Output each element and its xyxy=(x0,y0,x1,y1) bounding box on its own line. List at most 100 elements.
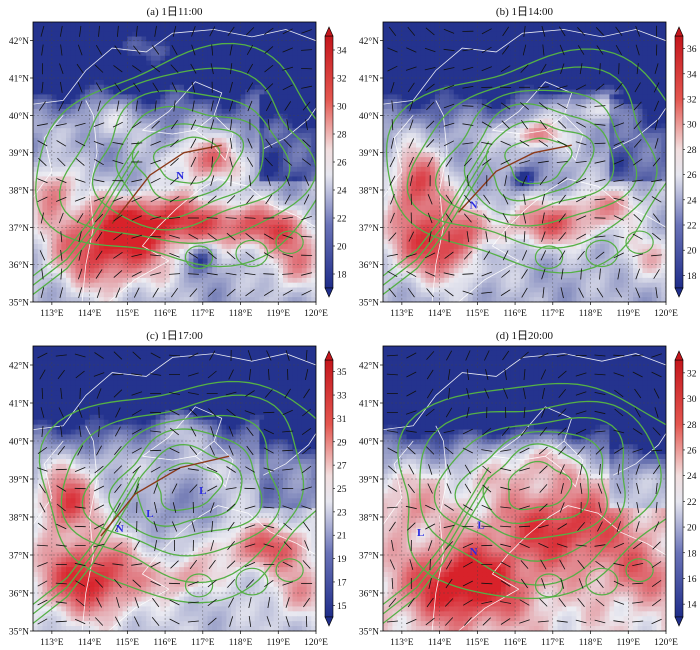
lon-tick-label-a: 120°E xyxy=(304,308,328,319)
panel-title-d: (d) 1日20:00 xyxy=(496,330,554,342)
colorbar-tick-label-a: 26 xyxy=(337,159,347,169)
center-marker-d-2: N xyxy=(470,546,478,558)
lat-tick-label-a: 35°N xyxy=(9,298,29,309)
lon-tick-label-a: 114°E xyxy=(78,308,102,319)
ridge-line-c xyxy=(100,455,230,537)
lat-tick-label-c: 40°N xyxy=(9,437,29,448)
map-frame-d xyxy=(382,345,667,632)
colorbar-tick-label-b: 24 xyxy=(687,196,697,206)
wind-vectors-a xyxy=(36,25,313,299)
lat-tick-label-c: 38°N xyxy=(9,513,29,524)
isolines-a xyxy=(33,42,316,296)
colorbar-tick-label-b: 30 xyxy=(687,121,697,131)
colorbar-tick-label-d: 14 xyxy=(687,601,697,611)
wind-vectors-c xyxy=(36,349,313,628)
lon-tick-label-a: 115°E xyxy=(116,308,140,319)
map-panel-d: (d) 1日20:00 L L N 113°E 114°E 115°E 116°E 117°E 1… xyxy=(359,330,697,648)
lon-tick-label-c: 113°E xyxy=(40,637,64,648)
lon-tick-label-c: 120°E xyxy=(304,637,328,648)
wind-vectors-b xyxy=(386,25,663,299)
lat-tick-label-b: 36°N xyxy=(359,260,379,271)
colorbar-tick-label-c: 31 xyxy=(337,415,347,425)
lat-tick-label-c: 35°N xyxy=(9,627,29,638)
colorbar-tick-label-d: 16 xyxy=(687,575,697,585)
colorbar-a: 34 32 30 28 26 24 22 20 18 xyxy=(324,26,347,298)
colorbar-tick-label-b: 20 xyxy=(687,247,697,257)
lat-tick-label-b: 35°N xyxy=(359,298,379,309)
lon-tick-label-a: 117°E xyxy=(191,308,215,319)
lat-tick-label-a: 37°N xyxy=(9,223,29,234)
ridge-line-b xyxy=(457,144,572,213)
colorbar-tick-label-b: 28 xyxy=(687,146,697,156)
colorbar-tick-label-c: 17 xyxy=(337,578,347,588)
colorbar-tick-label-a: 20 xyxy=(337,243,347,253)
lat-tick-label-a: 39°N xyxy=(9,148,29,159)
lon-tick-label-a: 119°E xyxy=(267,308,291,319)
lon-tick-label-b: 115°E xyxy=(466,308,490,319)
lon-tick-label-a: 113°E xyxy=(40,308,64,319)
map-panel-a: (a) 1日11:00 N 113°E 114°E 115°E 116°E 117°E 118… xyxy=(9,6,347,319)
lon-tick-label-c: 116°E xyxy=(153,637,177,648)
colorbar-tick-label-c: 15 xyxy=(337,602,347,612)
lat-tick-label-c: 39°N xyxy=(9,475,29,486)
colorbar-tick-label-a: 18 xyxy=(337,271,347,281)
lat-tick-label-d: 39°N xyxy=(359,475,379,486)
map-field-a: N xyxy=(33,22,316,302)
lat-tick-label-c: 36°N xyxy=(9,589,29,600)
colorbar-tick-label-d: 26 xyxy=(687,446,697,456)
lon-tick-label-b: 118°E xyxy=(579,308,603,319)
lon-tick-label-c: 115°E xyxy=(116,637,140,648)
map-field-b: NL xyxy=(383,22,666,302)
lon-tick-label-d: 116°E xyxy=(503,637,527,648)
province-borders-b xyxy=(383,29,666,302)
lon-tick-label-d: 115°E xyxy=(466,637,490,648)
lon-tick-label-d: 113°E xyxy=(390,637,414,648)
lon-tick-label-b: 116°E xyxy=(503,308,527,319)
center-marker-d-1: L xyxy=(477,519,484,531)
center-marker-c-1: L xyxy=(146,508,153,520)
lat-tick-label-c: 37°N xyxy=(9,551,29,562)
colorbar-tick-label-c: 29 xyxy=(337,438,347,448)
graticule-c xyxy=(33,346,316,631)
lat-tick-label-b: 38°N xyxy=(359,186,379,197)
lat-tick-label-d: 40°N xyxy=(359,437,379,448)
center-marker-b-1: L xyxy=(526,174,533,186)
lon-tick-label-c: 118°E xyxy=(229,637,253,648)
panel-title-c: (c) 1日17:00 xyxy=(146,330,203,342)
colorbar-tick-label-c: 19 xyxy=(337,555,347,565)
colorbar-tick-label-a: 30 xyxy=(337,103,347,113)
colorbar-tick-label-b: 34 xyxy=(687,70,697,80)
lon-tick-label-a: 118°E xyxy=(229,308,253,319)
lat-tick-label-d: 38°N xyxy=(359,513,379,524)
lat-tick-label-a: 36°N xyxy=(9,260,29,271)
colorbar-tick-label-b: 22 xyxy=(687,222,697,232)
lon-tick-label-d: 117°E xyxy=(541,637,565,648)
colorbar-tick-label-c: 23 xyxy=(337,508,347,518)
isolines-c xyxy=(33,380,316,624)
colorbar-c: 35 33 31 29 27 25 23 21 19 17 15 xyxy=(324,350,347,627)
lon-tick-label-c: 114°E xyxy=(78,637,102,648)
lon-tick-label-b: 119°E xyxy=(617,308,641,319)
lon-tick-label-b: 113°E xyxy=(390,308,414,319)
lon-tick-label-d: 120°E xyxy=(654,637,678,648)
lat-tick-label-b: 40°N xyxy=(359,111,379,122)
lat-tick-label-a: 38°N xyxy=(9,186,29,197)
isolines-d xyxy=(383,382,666,624)
lon-tick-label-d: 114°E xyxy=(428,637,452,648)
center-marker-b-0: N xyxy=(470,200,478,212)
colorbar-tick-label-d: 32 xyxy=(687,369,697,379)
center-marker-a-0: N xyxy=(176,170,184,182)
lat-tick-label-d: 41°N xyxy=(359,399,379,410)
province-borders-c xyxy=(33,353,316,631)
lat-tick-label-d: 37°N xyxy=(359,551,379,562)
map-panel-c: (c) 1日17:00 N L L 113°E 114°E 115°E 116°E 117°E 1… xyxy=(9,330,347,648)
lat-tick-label-c: 41°N xyxy=(9,399,29,410)
panel-title-b: (b) 1日14:00 xyxy=(496,6,554,18)
colorbar-tick-label-d: 24 xyxy=(687,472,697,482)
center-marker-c-0: N xyxy=(116,523,124,535)
colorbar-tick-label-d: 22 xyxy=(687,498,697,508)
province-borders-d xyxy=(383,353,666,631)
center-marker-c-2: L xyxy=(199,485,206,497)
